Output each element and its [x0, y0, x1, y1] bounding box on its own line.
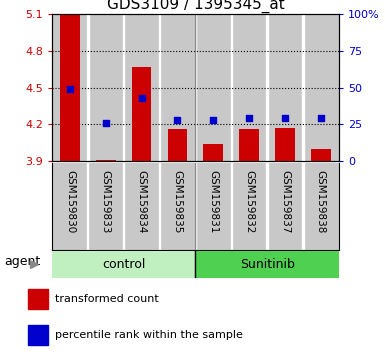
Text: transformed count: transformed count — [55, 294, 158, 304]
Bar — [195, 163, 231, 250]
Title: GDS3109 / 1395345_at: GDS3109 / 1395345_at — [107, 0, 284, 13]
Bar — [87, 163, 89, 250]
Bar — [132, 67, 151, 161]
Bar — [28, 289, 48, 309]
Point — [210, 117, 216, 123]
Bar — [159, 14, 160, 161]
Bar — [167, 129, 187, 161]
Text: percentile rank within the sample: percentile rank within the sample — [55, 330, 243, 340]
Text: Sunitinib: Sunitinib — [239, 258, 295, 271]
Bar — [267, 163, 303, 250]
Bar — [195, 14, 196, 161]
Bar — [303, 14, 339, 161]
Bar — [195, 14, 231, 161]
Point — [139, 95, 145, 101]
Bar — [96, 160, 115, 161]
Bar — [52, 163, 88, 250]
Bar — [159, 14, 196, 161]
Bar — [267, 14, 303, 161]
Bar — [231, 163, 267, 250]
Bar — [195, 163, 196, 250]
Text: control: control — [102, 258, 146, 271]
Point — [67, 86, 73, 92]
Point — [282, 116, 288, 121]
Text: GSM159832: GSM159832 — [244, 170, 254, 233]
Point — [174, 117, 181, 123]
Bar — [124, 163, 159, 250]
Bar — [88, 14, 124, 161]
Point — [318, 116, 324, 121]
Bar — [231, 14, 232, 161]
Text: agent: agent — [4, 256, 40, 268]
Bar — [302, 163, 304, 250]
Bar — [124, 14, 159, 161]
Bar — [302, 14, 304, 161]
Bar — [231, 163, 232, 250]
Text: GSM159834: GSM159834 — [137, 170, 147, 233]
Bar — [60, 15, 80, 161]
Bar — [87, 14, 89, 161]
Point — [103, 120, 109, 126]
Bar — [266, 14, 268, 161]
Text: GSM159831: GSM159831 — [208, 170, 218, 233]
Bar — [231, 14, 267, 161]
Text: GSM159830: GSM159830 — [65, 170, 75, 233]
Bar — [159, 163, 196, 250]
Text: GSM159835: GSM159835 — [172, 170, 182, 233]
Text: GSM159838: GSM159838 — [316, 170, 326, 233]
Bar — [52, 251, 195, 278]
Bar — [239, 129, 259, 161]
Bar — [266, 163, 268, 250]
Bar — [123, 163, 124, 250]
Bar — [275, 128, 295, 161]
Bar — [159, 163, 160, 250]
Bar — [88, 163, 124, 250]
Bar — [303, 163, 339, 250]
Bar — [52, 14, 88, 161]
Text: GSM159837: GSM159837 — [280, 170, 290, 233]
Bar — [195, 251, 339, 278]
Bar — [203, 144, 223, 161]
Point — [246, 116, 252, 121]
Bar — [28, 325, 48, 345]
Text: GSM159833: GSM159833 — [101, 170, 111, 233]
Bar — [311, 149, 331, 161]
Bar — [123, 14, 124, 161]
